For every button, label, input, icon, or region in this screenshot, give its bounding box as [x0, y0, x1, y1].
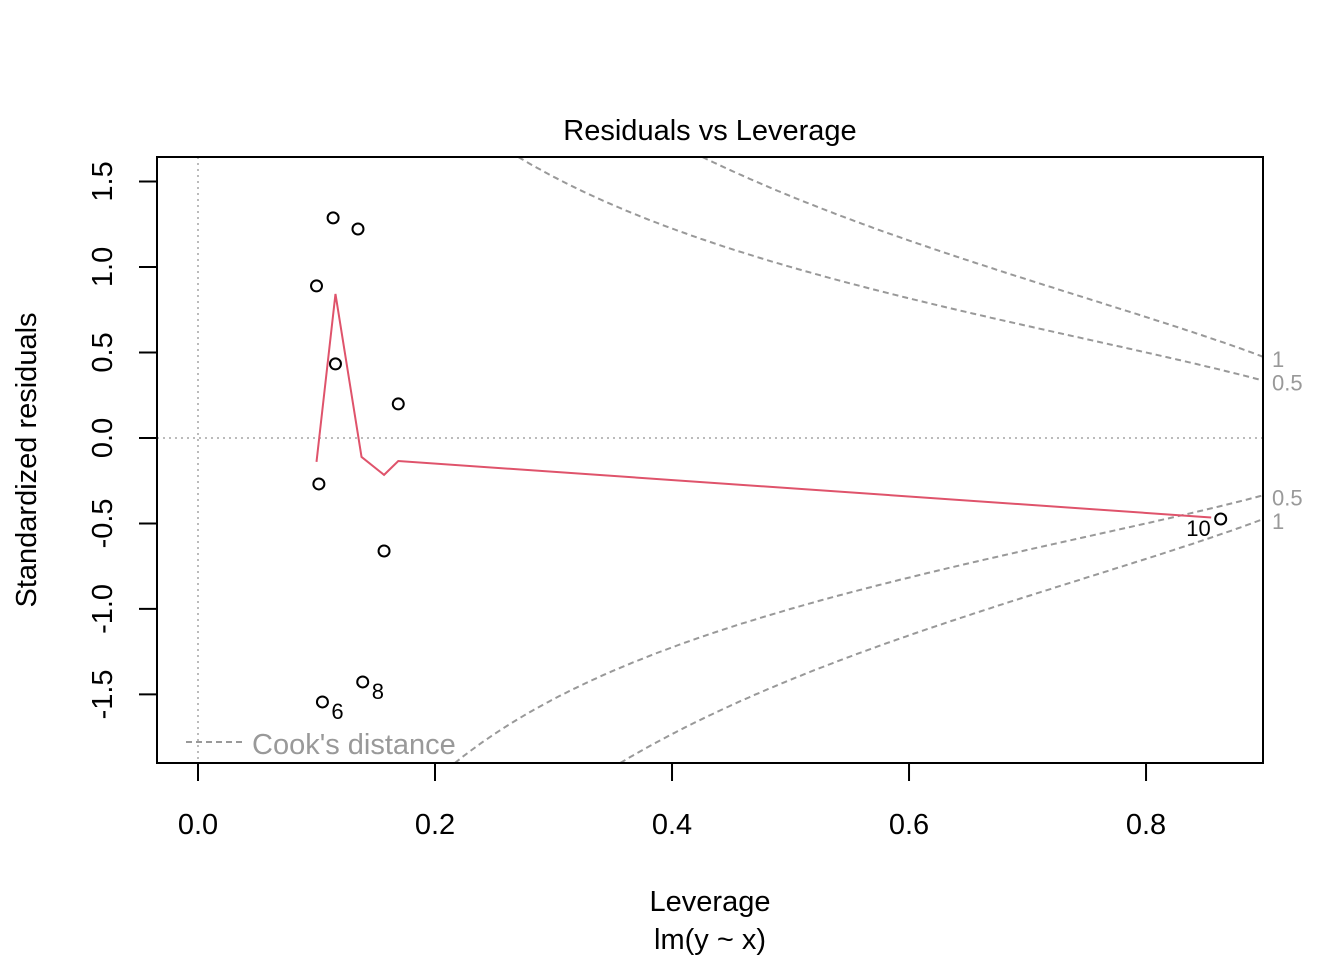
data-point: [356, 675, 370, 689]
chart-title: Residuals vs Leverage: [563, 115, 856, 147]
data-point: [326, 211, 340, 225]
y-tick-label: 0.0: [87, 418, 119, 458]
y-tick-label: 0.5: [87, 332, 119, 372]
y-tick-label: -1.5: [87, 669, 119, 719]
x-axis-subtitle: lm(y ~ x): [654, 924, 766, 956]
smooth-line: [315, 293, 1212, 519]
cooks-distance-curve: [454, 494, 1263, 763]
x-tick-label: 0.6: [889, 809, 929, 841]
data-point: [391, 397, 405, 411]
x-axis-label: Leverage: [650, 886, 771, 918]
legend: Cook's distance: [186, 729, 456, 761]
plot-frame: [156, 156, 1264, 764]
legend-label: Cook's distance: [252, 729, 456, 761]
y-tick-label: 1.5: [87, 161, 119, 201]
x-tick-label: 0.4: [652, 809, 692, 841]
data-point: [351, 222, 365, 236]
point-label: 10: [1186, 516, 1210, 541]
point-label: 6: [331, 699, 343, 724]
data-point: [315, 695, 329, 709]
x-tick-label: 0.2: [415, 809, 455, 841]
cooks-distance-curve: [619, 518, 1263, 763]
y-axis-label: Standardized residuals: [11, 312, 43, 607]
cooks-contour-label: 1: [1272, 509, 1284, 534]
x-tick-label: 0.8: [1126, 809, 1166, 841]
y-tick-label: 1.0: [87, 247, 119, 287]
plot-area: [157, 157, 1263, 763]
y-tick-label: -0.5: [87, 498, 119, 548]
data-point: [312, 477, 326, 491]
data-point: [328, 357, 342, 371]
cooks-contour-label: 1: [1272, 347, 1284, 372]
x-tick-label: 0.0: [178, 809, 218, 841]
cooks-contour-label: 0.5: [1272, 371, 1303, 396]
data-point: [377, 544, 391, 558]
cooks-distance-curve: [701, 157, 1263, 358]
point-label: 8: [372, 679, 384, 704]
data-point: [1214, 512, 1228, 526]
data-point: [310, 279, 324, 293]
cooks-distance-curve: [517, 157, 1263, 382]
y-tick-label: -1.0: [87, 584, 119, 634]
cooks-contour-label: 0.5: [1272, 485, 1303, 510]
